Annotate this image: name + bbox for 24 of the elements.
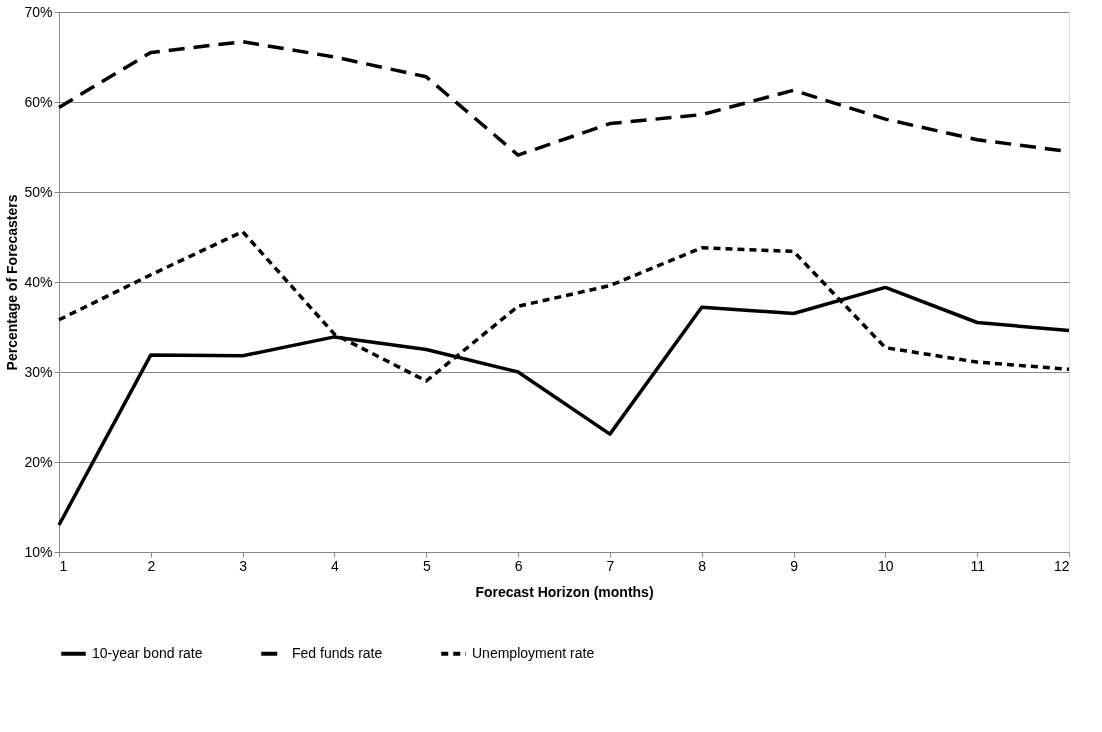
y-axis-title: Percentage of Forecasters bbox=[4, 194, 21, 371]
y-tick-label: 50% bbox=[24, 183, 53, 200]
legend-label: Unemployment rate bbox=[472, 644, 595, 661]
x-tick-label: 3 bbox=[239, 557, 248, 574]
y-tick-label: 30% bbox=[24, 363, 53, 380]
y-tick-label: 10% bbox=[24, 543, 53, 560]
legend-label: 10-year bond rate bbox=[92, 644, 203, 661]
x-tick-label: 12 bbox=[1053, 557, 1070, 574]
x-tick-label: 7 bbox=[606, 557, 615, 574]
x-tick-label: 2 bbox=[147, 557, 156, 574]
x-tick-label: 9 bbox=[790, 557, 799, 574]
x-tick-label: 1 bbox=[59, 557, 68, 574]
x-tick-label: 6 bbox=[514, 557, 523, 574]
x-axis-title: Forecast Horizon (months) bbox=[475, 583, 654, 600]
x-tick-label: 11 bbox=[970, 557, 986, 574]
x-tick-label: 8 bbox=[698, 557, 707, 574]
x-tick-label: 4 bbox=[331, 557, 340, 574]
x-tick-label: 5 bbox=[422, 557, 431, 574]
y-tick-label: 60% bbox=[24, 93, 53, 110]
legend-label: Fed funds rate bbox=[292, 644, 383, 661]
y-tick-label: 40% bbox=[24, 273, 53, 290]
y-tick-label: 20% bbox=[24, 453, 53, 470]
y-tick-label: 70% bbox=[24, 3, 53, 20]
x-tick-label: 10 bbox=[878, 557, 894, 574]
